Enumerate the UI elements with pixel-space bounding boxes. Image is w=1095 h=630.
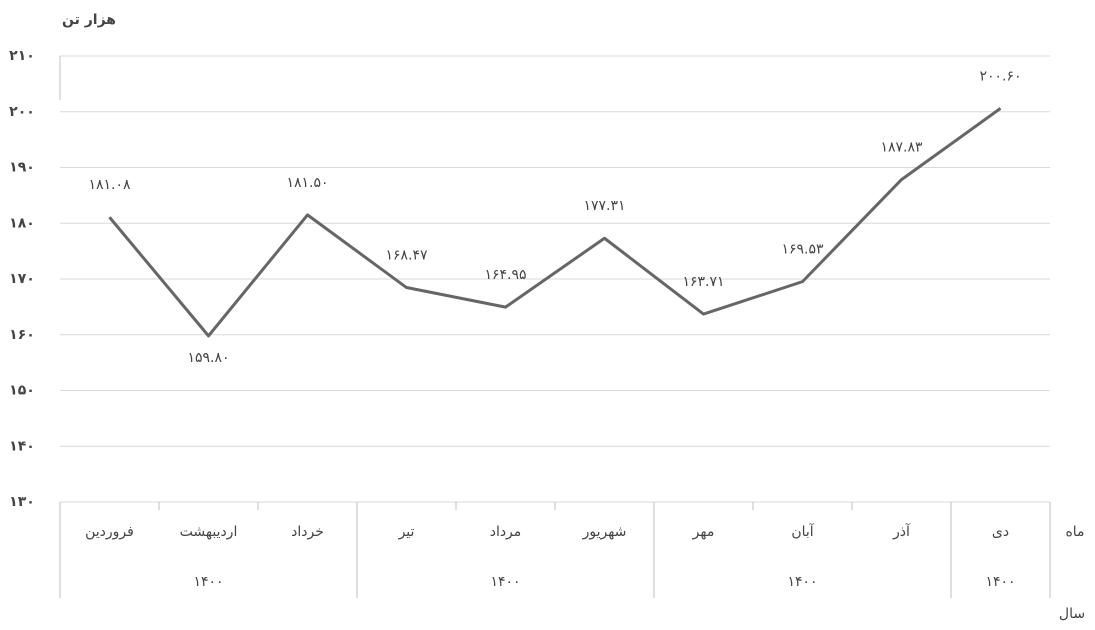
y-tick-label: ۱۶۰ <box>9 327 35 343</box>
x-tick-label: تیر <box>398 524 415 540</box>
group-label: ۱۴۰۰ <box>985 574 1015 590</box>
y-tick-label: ۱۴۰ <box>9 438 35 454</box>
x-tick-label: خرداد <box>291 524 324 540</box>
y-tick-label: ۱۳۰ <box>9 494 35 510</box>
x-tick-label: آذر <box>892 523 911 540</box>
group-label: ۱۴۰۰ <box>490 574 520 590</box>
data-label: ۲۰۰.۶۰ <box>979 68 1021 84</box>
data-line <box>108 107 1002 338</box>
x-tick-label: آبان <box>791 523 814 540</box>
x-tick-label: مرداد <box>490 524 522 540</box>
x-tick-label: اردیبهشت <box>180 524 238 540</box>
group-label: ۱۴۰۰ <box>787 574 817 590</box>
y-tick-label: ۲۰۰ <box>9 104 35 120</box>
data-label: ۱۸۷.۸۳ <box>880 140 923 156</box>
x-axis-label: ماه <box>1065 524 1084 540</box>
y-tick-label: ۱۹۰ <box>9 160 35 176</box>
data-label: ۱۶۴.۹۵ <box>484 267 526 283</box>
y-tick-label: ۱۷۰ <box>9 271 35 287</box>
x-tick-label: شهریور <box>582 524 627 540</box>
data-label: ۱۷۷.۳۱ <box>583 198 625 214</box>
y-tick-label: ۱۵۰ <box>9 383 35 399</box>
data-label: ۱۸۱.۵۰ <box>286 175 328 191</box>
x-tick-label: دی <box>992 524 1009 540</box>
x-tick-label: مهر <box>692 524 715 540</box>
x-tick-label: فروردین <box>85 524 134 540</box>
data-label: ۱۵۹.۸۰ <box>187 350 229 366</box>
group-label: ۱۴۰۰ <box>193 574 223 590</box>
data-label: ۱۶۳.۷۱ <box>682 274 724 290</box>
data-label: ۱۶۹.۵۳ <box>781 242 824 258</box>
y-tick-label: ۲۱۰ <box>9 48 35 64</box>
y-tick-label: ۱۸۰ <box>9 215 35 231</box>
y-axis-label: هزار تن <box>62 12 116 28</box>
data-label: ۱۶۸.۴۷ <box>385 248 428 264</box>
data-label: ۱۸۱.۰۸ <box>88 177 131 193</box>
group-axis-label: سال <box>1059 606 1085 622</box>
